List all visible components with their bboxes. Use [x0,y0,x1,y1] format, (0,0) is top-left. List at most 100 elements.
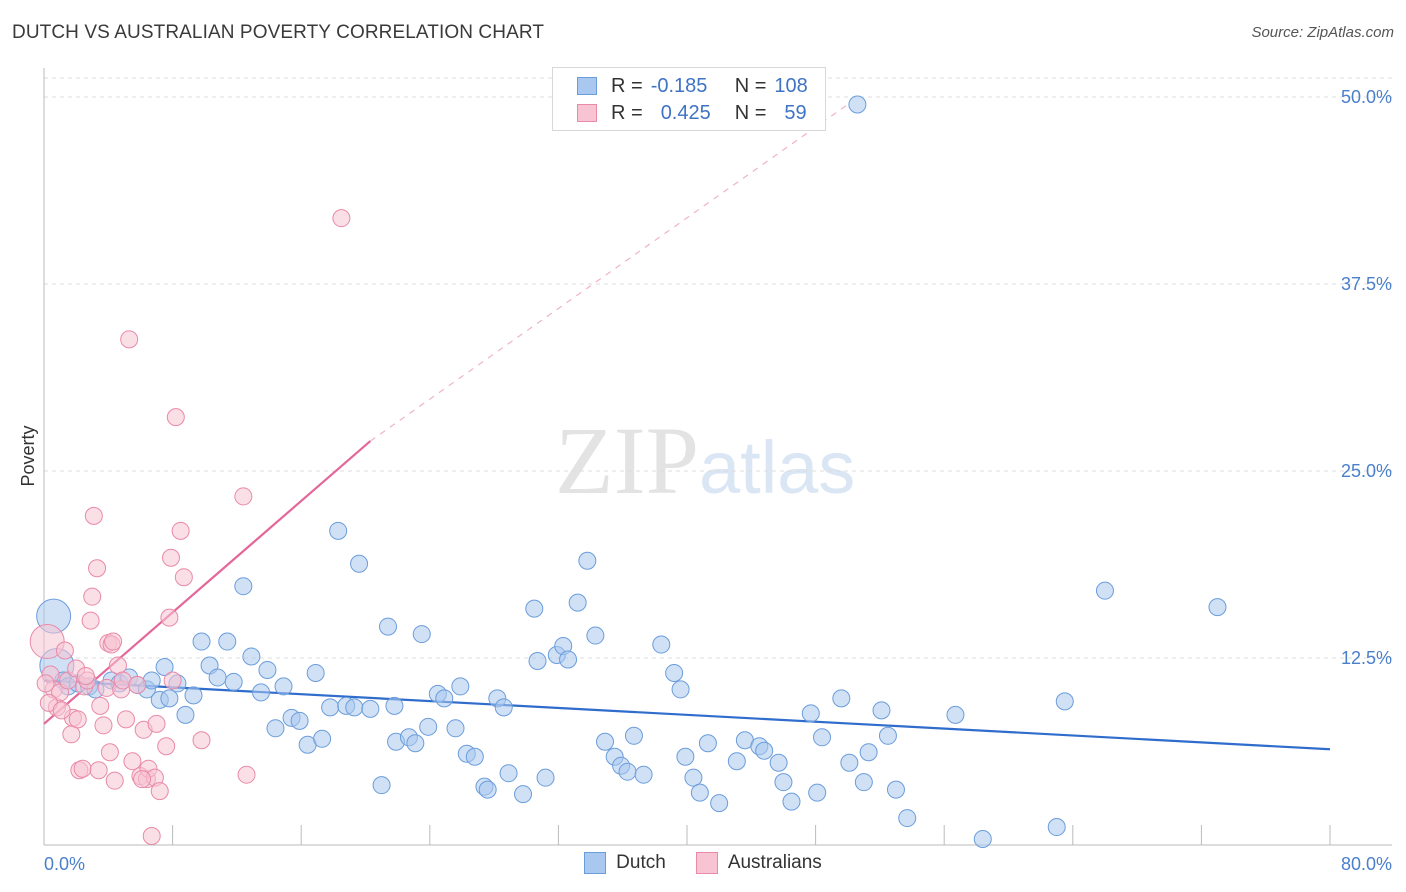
australians-trend-extension [369,103,849,442]
dutch-point [652,635,671,654]
dutch-point [306,663,325,682]
australians-point [166,408,185,427]
dutch-point [465,747,484,766]
dutch-point [345,698,364,717]
dutch-point [1055,692,1074,711]
australians-point [89,761,108,780]
dutch-point [258,660,277,679]
australians-point [83,587,102,606]
watermark-zip: ZIP [555,407,699,514]
dutch-point [769,753,788,772]
australians-point [55,641,74,660]
australians-point [120,330,139,349]
tick-labels: 12.5% 25.0% 37.5% 50.0% 0.0% 80.0% Poverty [18,87,1392,874]
dutch-point [859,743,878,762]
australians-point [88,559,107,578]
australians-point [68,710,87,729]
dutch-point [242,647,261,666]
australians-point [108,656,127,675]
australians-point [81,611,100,630]
australians-point [234,487,253,506]
dutch-point [350,554,369,573]
dutch-point [329,521,348,540]
dutch-point [878,726,897,745]
dutch-point [848,95,867,114]
data-points [29,95,1227,849]
australians-point [160,608,179,627]
dutch-point [808,783,827,802]
australians-point [104,632,123,651]
y-tick-label: 50.0% [1341,87,1392,107]
australians-point [157,737,176,756]
dutch-point [676,747,695,766]
dutch-point [372,776,391,795]
dutch-point [435,689,454,708]
legend-n-value: 59 [784,101,807,124]
legend-label-australians: Australians [727,852,822,873]
dutch-point [886,780,905,799]
y-tick-label: 25.0% [1341,461,1392,481]
dutch-point [624,726,643,745]
dutch-point [872,701,891,720]
dutch-point [671,680,690,699]
legend-row-dutch: R = -0.185 N = 108 [577,74,808,98]
australians-point [147,714,166,733]
dutch-point [690,783,709,802]
dutch-point [813,728,832,747]
australians-point [100,743,119,762]
dutch-point [446,719,465,738]
dutch-point [451,677,470,696]
australians-point [91,696,110,715]
legend-n-label: N = [734,74,767,97]
axes [43,68,1392,846]
australians-point [73,759,92,778]
australians-point [332,209,351,228]
dutch-point [385,696,404,715]
dutch-point [313,729,332,748]
australians-point [116,710,135,729]
dutch-point [499,764,518,783]
dutch-point [419,717,438,736]
australians-point [133,770,152,789]
australians-point [84,506,103,525]
dutch-point [1095,581,1114,600]
dutch-point [973,830,992,849]
dutch-point [898,809,917,828]
dutch-point [727,752,746,771]
dutch-point [698,734,717,753]
australians-point [36,674,55,693]
dutch-point [840,753,859,772]
australians-point [150,782,169,801]
dutch-point [578,551,597,570]
australians-point [105,771,124,790]
dutch-point [379,617,398,636]
dutch-point [1047,818,1066,837]
australians-point [52,701,71,720]
australians-point [123,752,142,771]
australians-point [171,521,190,540]
australians-point [128,675,147,694]
dutch-point [361,699,380,718]
legend-swatch-dutch [584,852,607,874]
dutch-point [406,734,425,753]
dutch-point [684,768,703,787]
dutch-point [412,625,431,644]
legend-n-label: N = [734,101,767,124]
dutch-point [192,632,211,651]
source-label: Source: ZipAtlas.com [1251,24,1394,41]
dutch-point [801,704,820,723]
dutch-point [252,683,271,702]
watermark-atlas: atlas [699,426,856,509]
australians-point [237,765,256,784]
legend-r-value: 0.425 [660,101,711,124]
dutch-point [184,686,203,705]
legend-n-value: 108 [774,74,808,97]
legend-label-dutch: Dutch [616,852,666,873]
dutch-point [596,732,615,751]
legend-swatch-australians [577,104,597,122]
australians-point [142,827,161,846]
australians-point [163,671,182,690]
dutch-point [176,705,195,724]
dutch-point [234,577,253,596]
grid-lines [44,77,1392,659]
